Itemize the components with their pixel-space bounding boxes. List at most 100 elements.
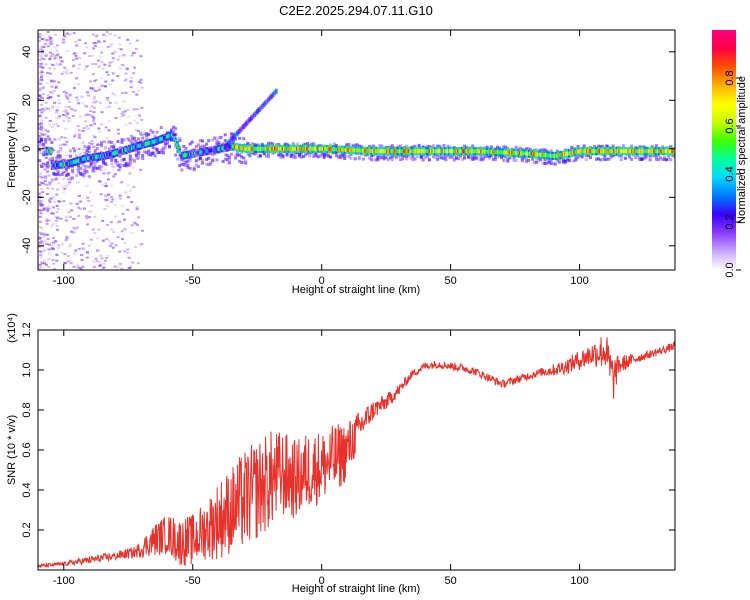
heatmap-cell bbox=[168, 133, 171, 138]
heatmap-cell bbox=[69, 260, 73, 263]
heatmap-cell bbox=[475, 157, 479, 161]
heatmap-cell bbox=[161, 151, 165, 155]
heatmap-cell bbox=[87, 175, 91, 178]
heatmap-cell bbox=[54, 34, 58, 36]
heatmap-cell bbox=[110, 184, 114, 187]
heatmap-cell bbox=[134, 129, 138, 132]
heatmap-cell bbox=[126, 251, 130, 254]
heatmap-cell bbox=[394, 155, 398, 159]
heatmap-cell bbox=[75, 202, 79, 205]
heatmap-cell bbox=[123, 218, 126, 221]
heatmap-cell bbox=[605, 144, 609, 148]
heatmap-cell bbox=[213, 147, 216, 152]
heatmap-cell bbox=[565, 151, 568, 156]
heatmap-cell bbox=[455, 149, 459, 154]
heatmap-cell bbox=[42, 232, 46, 235]
heatmap-cell bbox=[609, 155, 613, 159]
heatmap-cell bbox=[357, 148, 361, 153]
heatmap-cell bbox=[355, 143, 359, 147]
heatmap-cell bbox=[349, 157, 353, 160]
heatmap-cell bbox=[654, 149, 657, 154]
heatmap-cell bbox=[62, 178, 66, 181]
heatmap-cell bbox=[183, 153, 187, 158]
heatmap-cell bbox=[70, 160, 73, 165]
heatmap-cell bbox=[72, 160, 76, 165]
heatmap-cell bbox=[39, 48, 42, 51]
heatmap-cell bbox=[400, 149, 403, 154]
heatmap-cell bbox=[250, 146, 254, 151]
tick-label: 1.2 bbox=[21, 322, 33, 337]
heatmap-cell bbox=[57, 102, 61, 105]
heatmap-cell bbox=[610, 149, 613, 154]
heatmap-cell bbox=[130, 232, 134, 235]
heatmap-cell bbox=[136, 262, 140, 265]
heatmap-cell bbox=[89, 80, 92, 83]
heatmap-cell bbox=[182, 159, 186, 163]
heatmap-cell bbox=[116, 221, 119, 224]
heatmap-cell bbox=[93, 136, 97, 139]
heatmap-cell bbox=[454, 149, 457, 154]
heatmap-cell bbox=[51, 212, 55, 215]
heatmap-cell bbox=[210, 148, 214, 153]
heatmap-cell bbox=[73, 87, 76, 90]
heatmap-cell bbox=[117, 149, 121, 154]
heatmap-cell bbox=[52, 149, 56, 152]
heatmap-cell bbox=[99, 55, 103, 58]
heatmap-cell bbox=[283, 146, 286, 151]
heatmap-cell bbox=[669, 158, 673, 162]
heatmap-cell bbox=[80, 102, 84, 105]
heatmap-cell bbox=[342, 147, 345, 152]
heatmap-cell bbox=[598, 149, 602, 154]
heatmap-cell bbox=[648, 154, 652, 158]
heatmap-cell bbox=[85, 105, 89, 108]
heatmap-cell bbox=[613, 149, 616, 154]
heatmap-cell bbox=[39, 83, 43, 85]
heatmap-cell bbox=[135, 39, 139, 42]
heatmap-cell bbox=[275, 146, 278, 151]
heatmap-cell bbox=[116, 161, 119, 163]
heatmap-cell bbox=[55, 253, 59, 256]
heatmap-cell bbox=[63, 66, 67, 69]
heatmap-cell bbox=[313, 146, 317, 151]
heatmap-cell bbox=[67, 100, 71, 103]
heatmap-cell bbox=[101, 240, 105, 243]
heatmap-cell bbox=[322, 152, 326, 156]
heatmap-cell bbox=[611, 149, 615, 154]
heatmap-cell bbox=[178, 164, 182, 168]
heatmap-cell bbox=[48, 158, 52, 162]
heatmap-cell bbox=[347, 143, 351, 146]
heatmap-cell bbox=[508, 156, 512, 160]
heatmap-cell bbox=[180, 162, 184, 166]
heatmap-cell bbox=[44, 129, 47, 131]
heatmap-cell bbox=[182, 149, 186, 153]
heatmap-cell bbox=[285, 146, 289, 151]
heatmap-cell bbox=[130, 146, 134, 150]
heatmap-cell bbox=[662, 149, 665, 154]
heatmap-cell bbox=[405, 157, 409, 161]
heatmap-cell bbox=[244, 159, 248, 163]
heatmap-cell bbox=[88, 114, 92, 117]
heatmap-cell bbox=[120, 112, 124, 115]
heatmap-cell bbox=[147, 133, 151, 136]
heatmap-cell bbox=[272, 146, 276, 151]
heatmap-cell bbox=[656, 158, 660, 162]
heatmap-cell bbox=[188, 159, 192, 163]
heatmap-cell bbox=[192, 151, 196, 156]
heatmap-cell bbox=[55, 224, 59, 227]
heatmap-cell bbox=[452, 158, 456, 162]
heatmap-cell bbox=[549, 149, 553, 153]
heatmap-cell bbox=[93, 231, 97, 234]
heatmap-cell bbox=[621, 144, 625, 148]
heatmap-cell bbox=[642, 145, 646, 149]
heatmap-cell bbox=[119, 181, 123, 184]
heatmap-cell bbox=[409, 156, 413, 160]
heatmap-cell bbox=[246, 141, 250, 145]
heatmap-cell bbox=[91, 162, 95, 165]
heatmap-cell bbox=[577, 149, 580, 154]
heatmap-cell bbox=[49, 40, 53, 43]
heatmap-cell bbox=[310, 146, 313, 151]
colorbar-gradient bbox=[712, 30, 736, 270]
heatmap-cell bbox=[76, 181, 80, 184]
heatmap-cell bbox=[47, 266, 51, 268]
heatmap-cell bbox=[600, 149, 603, 154]
